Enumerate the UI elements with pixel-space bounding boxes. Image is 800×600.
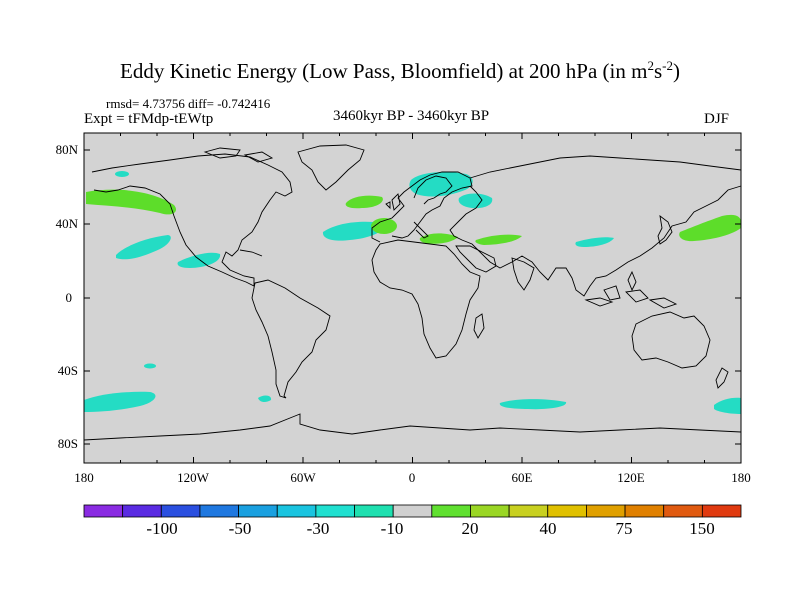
anomaly-patch [475, 234, 522, 245]
season-label: DJF [704, 111, 730, 127]
anomaly-patch [345, 195, 383, 209]
anomaly-patch [714, 397, 741, 414]
coastline-north-america [91, 153, 293, 287]
colorbar-swatch [83, 504, 124, 518]
colorbar-swatch [354, 504, 394, 518]
colorbar-swatch [122, 504, 162, 518]
colorbar-swatch [276, 504, 317, 518]
figure-title: Eddy Kinetic Energy (Low Pass, Bloomfiel… [120, 58, 680, 83]
colorbar-label: -50 [229, 519, 252, 538]
coastline-se-asia-islands [584, 270, 678, 309]
colorbar-labels: -100 -50 -30 -10 20 40 75 150 [146, 519, 714, 538]
anomaly-patch [458, 193, 493, 209]
axis-labels: 80N 40N 0 40S 80S 180 120W 60W 0 60E 120… [56, 142, 751, 485]
anomaly-patch [575, 237, 614, 247]
coastline-japan [657, 214, 673, 245]
coastline-scandinavia [413, 175, 453, 205]
colorbar-swatch [586, 504, 626, 518]
lon-label: 60W [290, 470, 316, 485]
colorbar-label: -100 [146, 519, 177, 538]
period-label: 3460kyr BP - 3460kyr BP [332, 108, 490, 124]
lon-label: 120W [177, 470, 210, 485]
stats-text: rmsd= 4.73756 diff= -0.742416 [106, 96, 271, 111]
coastline-greenland [297, 144, 365, 191]
coastline-antarctica [83, 413, 742, 441]
colorbar-label: 20 [462, 519, 479, 538]
lat-label: 40S [58, 363, 78, 378]
anomaly-patch [499, 399, 567, 410]
colorbar-label: 150 [689, 519, 715, 538]
coastline-british-isles [385, 193, 401, 211]
lon-label: 60E [512, 470, 533, 485]
anomaly-patch [116, 235, 171, 260]
colorbar-label: 40 [540, 519, 557, 538]
experiment-label: Expt = tFMdp-tEWtp [84, 111, 214, 127]
coastline-new-zealand [715, 367, 729, 389]
anomaly-patch [115, 171, 129, 177]
lat-label: 0 [66, 290, 73, 305]
colorbar-swatch [238, 504, 278, 518]
anomaly-patch [322, 221, 385, 241]
colorbar-label: -10 [381, 519, 404, 538]
colorbar-swatch [624, 504, 665, 518]
colorbar-swatch [547, 504, 587, 518]
anomaly-patch [419, 233, 458, 244]
coastline-canada-islands [203, 147, 274, 163]
colorbar-swatch [431, 504, 471, 518]
colorbar [83, 504, 742, 518]
coastline-south-america [251, 279, 331, 399]
coastline-cuba [239, 249, 263, 257]
axis-ticks [83, 133, 742, 463]
colorbar-swatch [470, 504, 510, 518]
coastlines [83, 144, 742, 441]
lat-label: 40N [56, 216, 79, 231]
lon-label: 120E [617, 470, 645, 485]
colorbar-swatch [663, 504, 703, 518]
colorbar-swatch [199, 504, 239, 518]
lat-label: 80S [58, 436, 78, 451]
colorbar-swatch [160, 504, 201, 518]
anomaly-patch [144, 363, 156, 369]
coastline-arabia [455, 245, 497, 273]
anomaly-patch [258, 395, 272, 403]
colorbar-swatch [392, 504, 433, 518]
anomaly-patch [679, 214, 741, 242]
anomaly-patch [86, 189, 177, 215]
lon-label: 180 [731, 470, 751, 485]
anomaly-patch [177, 252, 221, 268]
anomaly-patches [84, 171, 741, 414]
coastline-australia [631, 311, 711, 369]
coastline-italy [413, 221, 429, 239]
colorbar-swatch [701, 504, 742, 518]
anomaly-patch [371, 218, 397, 234]
lon-label: 180 [74, 470, 94, 485]
coastline-europe [371, 171, 473, 243]
colorbar-label: 75 [616, 519, 633, 538]
anomaly-patch [84, 391, 156, 412]
colorbar-label: -30 [307, 519, 330, 538]
lon-label: 0 [409, 470, 416, 485]
coastline-india [511, 257, 535, 291]
coastline-madagascar [473, 313, 485, 339]
lat-label: 80N [56, 142, 79, 157]
colorbar-swatch [508, 504, 549, 518]
coastline-africa [371, 239, 481, 359]
colorbar-swatch [315, 504, 355, 518]
